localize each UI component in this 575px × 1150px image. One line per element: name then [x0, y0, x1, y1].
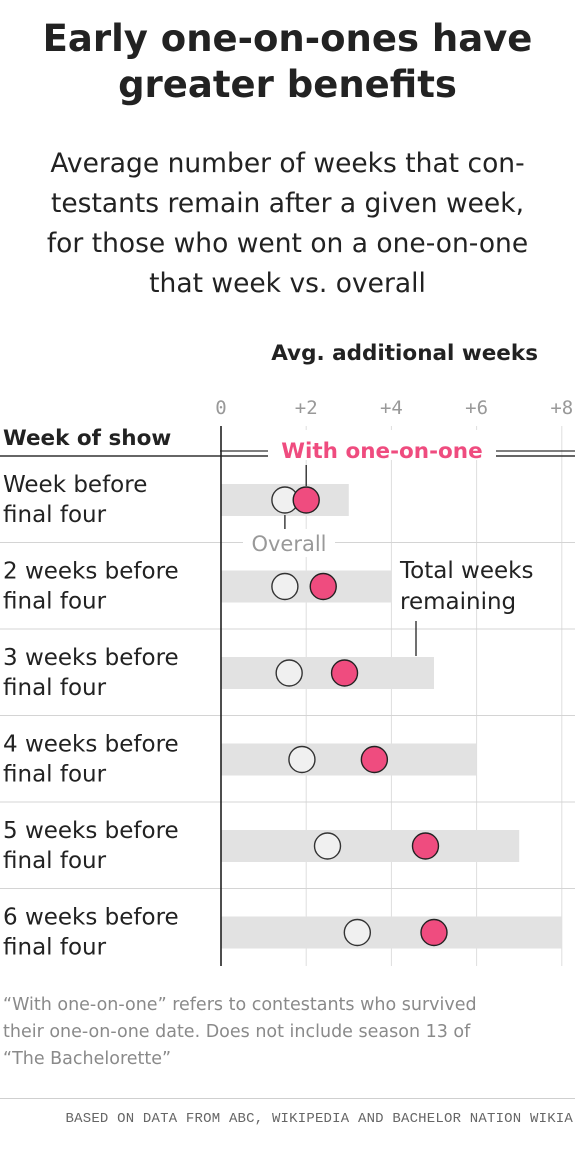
- with-one-on-one-dot: [309, 572, 337, 601]
- chart-subtitle-line-2: testants remain after a given week,: [50, 188, 524, 219]
- with-one-on-one-label: With one-on-one: [281, 439, 482, 464]
- row-label: 6 weeks before: [3, 905, 179, 931]
- x-tick-label: +4: [380, 397, 403, 419]
- with-one-on-one-dot: [420, 918, 448, 947]
- with-one-on-one-dot: [330, 659, 359, 687]
- row-header-label: Week of show: [3, 426, 171, 451]
- footnote-line-1: “With one-on-one” refers to contestants …: [3, 995, 477, 1015]
- overall-dot: [288, 745, 316, 774]
- x-tick-label: +6: [465, 397, 488, 419]
- x-tick-label: +2: [295, 397, 318, 419]
- row-label: 2 weeks before: [3, 559, 179, 585]
- row-label: final four: [3, 935, 107, 961]
- overall-label: Overall: [251, 532, 326, 556]
- with-one-on-one-dot: [292, 486, 320, 514]
- source-credit: BASED ON DATA FROM ABC, WIKIPEDIA AND BA…: [65, 1111, 573, 1127]
- chart-title-line-2: greater benefits: [118, 63, 457, 106]
- overall-label-bg: [243, 529, 335, 557]
- with-one-on-one-dot: [360, 745, 389, 774]
- row-label: 5 weeks before: [3, 818, 179, 844]
- dot-chart: Avg. additional weeks 0 +2 +4 +6 +8 Week of sh…: [0, 341, 575, 966]
- chart-subtitle: Average number of weeks that con- testan…: [0, 144, 575, 304]
- footnote: “With one-on-one” refers to contestants …: [3, 992, 568, 1073]
- overall-dot: [275, 659, 303, 687]
- total-weeks-label: Total weeks: [399, 558, 533, 584]
- row-label: Week before: [3, 472, 147, 498]
- row-label: 4 weeks before: [3, 732, 179, 758]
- chart-subtitle-line-4: that week vs. overall: [149, 268, 426, 299]
- row-label: final four: [3, 762, 107, 788]
- overall-dot: [271, 572, 299, 601]
- with-label-bg: [268, 430, 496, 460]
- row-label: final four: [3, 675, 107, 701]
- overall-dot: [343, 918, 372, 947]
- total-weeks-bar: [221, 830, 520, 862]
- row-label: final four: [3, 848, 107, 874]
- chart-subtitle-line-3: for those who went on a one-on-one: [46, 228, 529, 259]
- chart-subtitle-line-1: Average number of weeks that con-: [50, 148, 525, 179]
- chart-title: Early one-on-ones have greater benefits: [0, 16, 575, 108]
- overall-dot: [313, 832, 342, 860]
- footnote-line-2: their one-on-one date. Does not include …: [3, 1022, 471, 1042]
- total-weeks-label: remaining: [400, 589, 516, 615]
- footer-divider: [0, 1098, 575, 1099]
- footnote-line-3: “The Bachelorette”: [3, 1049, 172, 1069]
- total-weeks-bar: [221, 743, 477, 776]
- row-label: 3 weeks before: [3, 645, 179, 671]
- total-weeks-bar: [221, 657, 434, 689]
- x-tick-label: 0: [215, 397, 226, 419]
- x-axis-title: Avg. additional weeks: [271, 341, 538, 366]
- row-label: final four: [3, 502, 107, 528]
- total-weeks-bar: [221, 916, 562, 949]
- x-tick-label: +8: [550, 397, 573, 419]
- total-weeks-bar: [221, 570, 392, 603]
- row-label: final four: [3, 589, 107, 615]
- with-one-on-one-dot: [411, 832, 440, 860]
- chart-title-line-1: Early one-on-ones have: [42, 17, 533, 60]
